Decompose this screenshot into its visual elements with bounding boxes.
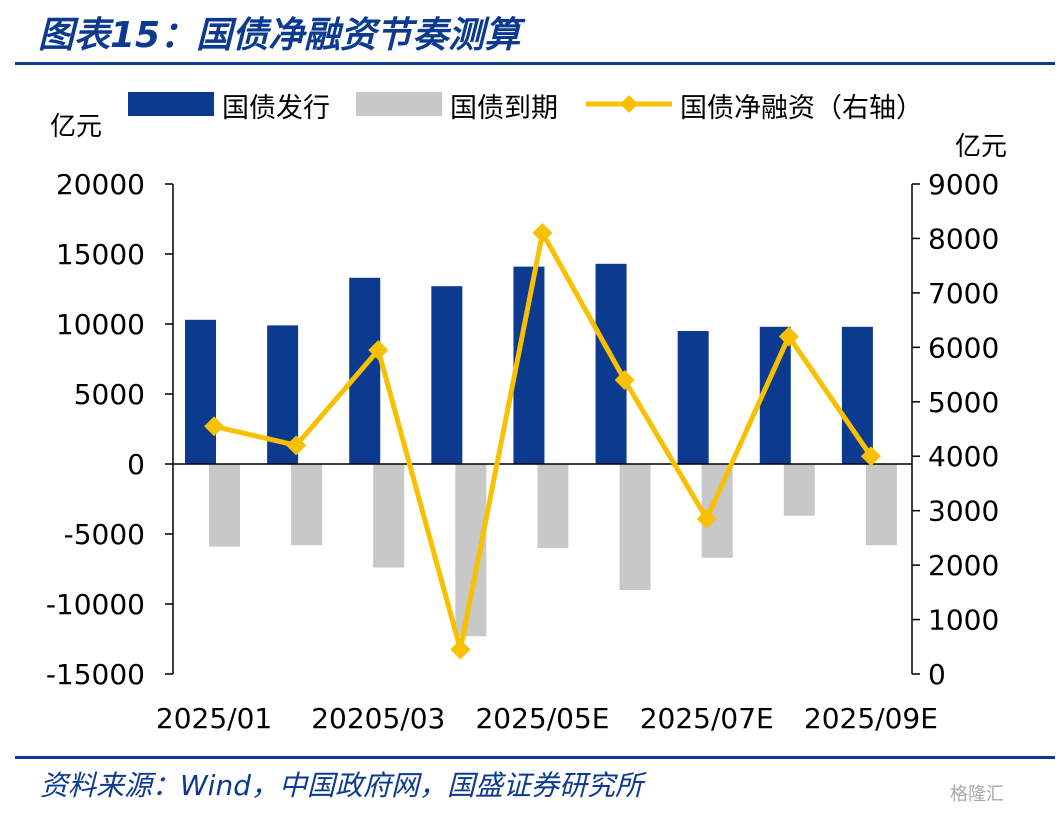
legend-swatch-maturity: [356, 92, 442, 116]
left-tick-label: -10000: [46, 588, 145, 621]
figure-title: 图表15：国债净融资节奏测算: [38, 15, 521, 56]
bar-maturity: [537, 464, 569, 548]
bar-issuance: [841, 326, 873, 464]
bar-maturity: [291, 464, 323, 546]
bottom-rule: [15, 756, 1055, 759]
top-rule: [15, 62, 1055, 65]
left-tick-label: 15000: [56, 238, 145, 271]
left-tick-label: -15000: [46, 658, 145, 691]
legend-label-issuance: 国债发行: [222, 93, 330, 124]
legend-swatch-issuance: [128, 92, 214, 116]
x-tick-label: 2025/09E: [804, 702, 938, 735]
right-tick-label: 3000: [928, 495, 999, 528]
left-tick-label: 5000: [74, 378, 145, 411]
net-financing-point: [204, 416, 225, 437]
bar-maturity: [783, 464, 815, 516]
bar-maturity: [865, 464, 897, 546]
right-tick-label: 6000: [928, 331, 999, 364]
right-tick-label: 9000: [928, 168, 999, 201]
x-tick-label: 2025/07E: [640, 702, 774, 735]
x-tick-label: 20205/03: [311, 702, 445, 735]
right-tick-label: 7000: [928, 277, 999, 310]
legend-swatch-net: [586, 95, 672, 113]
net-financing-point: [614, 370, 635, 390]
net-financing-point: [778, 326, 799, 347]
left-tick-label: 20000: [56, 168, 145, 201]
source-note: 资料来源：Wind，中国政府网，国盛证券研究所: [40, 769, 643, 802]
bar-issuance: [185, 319, 216, 464]
net-financing-point: [860, 446, 881, 467]
net-financing-point: [696, 508, 717, 529]
x-tick-label: 2025/05E: [475, 702, 609, 735]
left-tick-label: -5000: [64, 518, 145, 551]
bar-issuance: [595, 263, 627, 464]
net-financing-point: [450, 639, 471, 660]
right-tick-label: 5000: [928, 386, 999, 419]
bar-maturity: [619, 464, 651, 590]
right-axis-unit: 亿元: [955, 132, 1007, 162]
net-financing-point: [532, 223, 553, 243]
legend-label-maturity: 国债到期: [450, 93, 558, 124]
right-tick-label: 2000: [928, 549, 999, 582]
bar-issuance: [431, 286, 463, 464]
right-tick-label: 4000: [928, 440, 999, 473]
legend-label-net: 国债净融资（右轴）: [680, 93, 923, 124]
bar-issuance: [677, 331, 709, 464]
net-financing-point: [368, 340, 389, 361]
right-tick-label: 8000: [928, 222, 999, 255]
bar-maturity: [373, 464, 405, 568]
left-tick-label: 10000: [56, 308, 145, 341]
left-axis-unit: 亿元: [50, 112, 102, 142]
watermark: 格隆汇: [950, 784, 1004, 805]
net-financing-point: [286, 435, 307, 456]
right-tick-label: 0: [928, 658, 946, 691]
right-tick-label: 1000: [928, 604, 999, 637]
bar-maturity: [209, 464, 240, 547]
x-tick-label: 2025/01: [156, 702, 272, 735]
left-tick-label: 0: [127, 448, 145, 481]
bar-issuance: [349, 277, 381, 464]
